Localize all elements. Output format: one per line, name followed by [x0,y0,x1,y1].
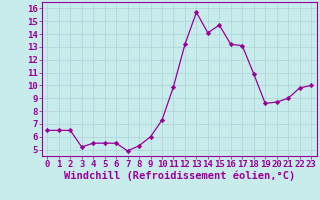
X-axis label: Windchill (Refroidissement éolien,°C): Windchill (Refroidissement éolien,°C) [64,171,295,181]
